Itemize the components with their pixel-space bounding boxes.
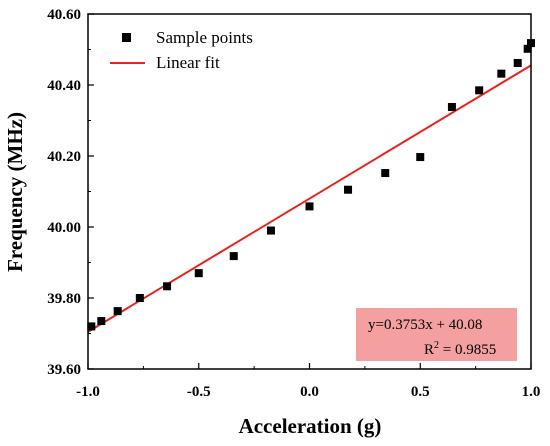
sample-point: [416, 153, 425, 162]
equation-text: y=0.3753x + 40.08: [368, 317, 482, 333]
sample-points-layer: [87, 39, 535, 331]
fit-line-layer: [87, 64, 532, 333]
sample-point: [87, 322, 96, 331]
y-axis-ticks: 39.60 39.80 40.00 40.20 40.40 40.60: [47, 7, 94, 378]
linear-fit-line: [87, 64, 532, 333]
x-axis-ticks: -1.0 -0.5 0.0 0.5 1.0: [76, 363, 540, 400]
sample-point: [305, 202, 314, 211]
sample-point: [447, 103, 456, 112]
r-squared-label: R: [424, 342, 434, 358]
x-tick-label: 0.0: [300, 384, 319, 400]
legend-marker-sample-points: [122, 33, 131, 42]
y-tick-label: 39.60: [47, 362, 81, 378]
y-tick-label: 40.20: [47, 149, 81, 165]
x-tick-label: 0.5: [411, 384, 430, 400]
y-tick-label: 39.80: [47, 291, 81, 307]
r-squared-text: R2 = 0.9855: [424, 340, 496, 358]
sample-point: [344, 185, 353, 194]
x-tick-label: -0.5: [187, 384, 211, 400]
sample-point: [135, 294, 144, 302]
x-tick-label: 1.0: [522, 384, 541, 400]
r-squared-value: = 0.9855: [439, 342, 496, 358]
sample-point: [523, 44, 532, 53]
sample-point: [229, 252, 238, 261]
x-axis-title: Acceleration (g): [239, 414, 382, 438]
legend-label-sample-points: Sample points: [156, 28, 253, 47]
y-axis-title: Frequency (MHz): [3, 112, 27, 272]
sample-point: [381, 169, 390, 178]
sample-point: [266, 226, 275, 235]
sample-point: [194, 269, 203, 278]
x-tick-label: -1.0: [76, 384, 100, 400]
sample-point: [475, 86, 484, 95]
y-tick-label: 40.40: [47, 78, 81, 94]
legend: Sample points Linear fit: [110, 28, 253, 72]
equation-box: y=0.3753x + 40.08 R2 = 0.9855: [356, 308, 517, 361]
y-tick-label: 40.60: [47, 7, 81, 23]
sample-point: [163, 282, 172, 291]
r-squared-superscript: 2: [434, 340, 439, 351]
sample-point: [113, 307, 122, 316]
sample-point: [513, 58, 522, 67]
y-tick-label: 40.00: [47, 220, 81, 236]
sample-point: [97, 317, 106, 326]
legend-label-linear-fit: Linear fit: [156, 53, 220, 72]
equation-box-background: [356, 308, 517, 361]
sample-point: [497, 69, 506, 78]
